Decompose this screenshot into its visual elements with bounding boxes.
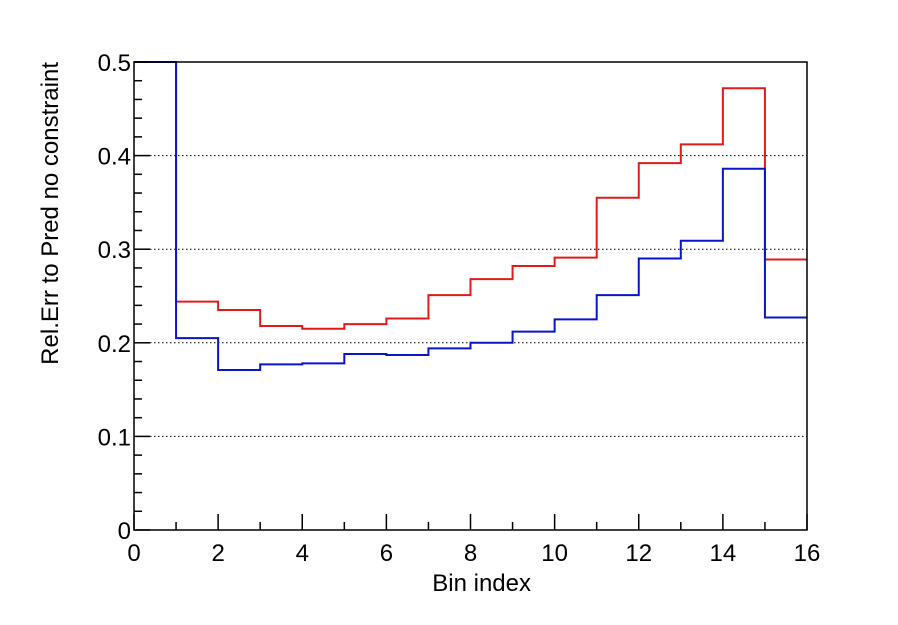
x-tick-label-6: 12 (625, 540, 652, 567)
series-layer (134, 61, 807, 371)
series-line-2 (134, 61, 807, 371)
x-axis-title: Bin index (432, 570, 531, 597)
y-tick-label-3: 0.3 (98, 237, 131, 264)
y-tick-label-4: 0.4 (98, 144, 131, 171)
x-tick-label-4: 8 (464, 540, 477, 567)
y-axis-title: Rel.Err to Pred no constraint (37, 62, 64, 365)
y-tick-label-1: 0.1 (98, 424, 131, 451)
x-tick-label-3: 6 (380, 540, 393, 567)
y-tick-labels: 0 0.1 0.2 0.3 0.4 0.5 (98, 50, 131, 545)
x-tick-label-5: 10 (541, 540, 568, 567)
x-tick-label-0: 0 (127, 540, 140, 567)
y-tick-label-5: 0.5 (98, 50, 131, 77)
x-tick-labels: 0 2 4 6 8 10 12 14 16 (127, 540, 820, 567)
y-tick-label-0: 0 (118, 518, 131, 545)
x-tick-label-7: 14 (710, 540, 737, 567)
grid-lines (134, 155, 807, 437)
x-tick-label-1: 2 (211, 540, 224, 567)
y-tick-label-2: 0.2 (98, 331, 131, 358)
axis-ticks (133, 61, 808, 531)
x-tick-label-2: 4 (296, 540, 309, 567)
series-line-1 (134, 61, 807, 330)
x-tick-label-8: 16 (794, 540, 821, 567)
